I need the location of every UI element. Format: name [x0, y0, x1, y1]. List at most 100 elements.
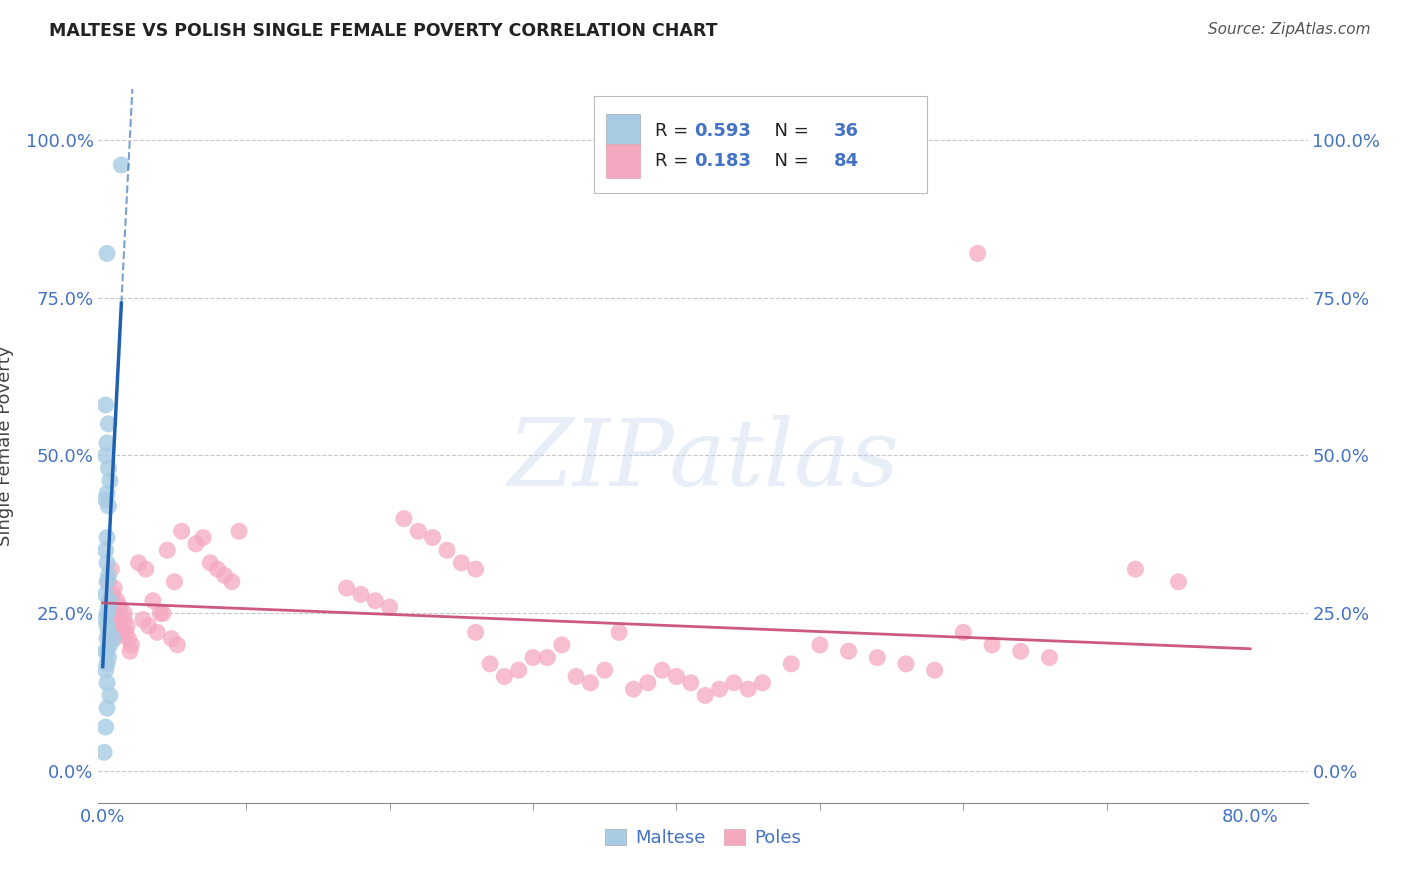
- Point: [112, 607, 135, 621]
- Point: [96, 701, 118, 715]
- Point: [207, 562, 229, 576]
- Point: [94, 587, 117, 601]
- Point: [450, 556, 472, 570]
- Point: [392, 511, 415, 525]
- Point: [94, 720, 117, 734]
- Point: [551, 638, 574, 652]
- Point: [103, 581, 125, 595]
- Point: [118, 644, 141, 658]
- Point: [184, 537, 207, 551]
- Y-axis label: Single Female Poverty: Single Female Poverty: [0, 346, 14, 546]
- Point: [97, 499, 120, 513]
- Point: [623, 682, 645, 697]
- Point: [101, 587, 124, 601]
- FancyBboxPatch shape: [606, 114, 640, 148]
- Point: [104, 607, 127, 621]
- Point: [838, 644, 860, 658]
- Point: [406, 524, 429, 539]
- Point: [98, 593, 121, 607]
- Point: [94, 663, 117, 677]
- Point: [97, 461, 120, 475]
- Point: [464, 562, 486, 576]
- Point: [866, 650, 889, 665]
- Text: N =: N =: [763, 122, 815, 140]
- Point: [96, 486, 118, 500]
- Point: [96, 657, 118, 671]
- Point: [132, 613, 155, 627]
- Point: [117, 632, 139, 646]
- Point: [105, 593, 128, 607]
- Point: [142, 593, 165, 607]
- Text: 84: 84: [834, 153, 859, 170]
- Point: [108, 619, 131, 633]
- Point: [565, 669, 588, 683]
- Point: [593, 663, 616, 677]
- FancyBboxPatch shape: [606, 145, 640, 178]
- Point: [138, 619, 160, 633]
- Point: [651, 663, 673, 677]
- Point: [508, 663, 530, 677]
- Point: [96, 556, 118, 570]
- Point: [737, 682, 759, 697]
- Point: [191, 531, 214, 545]
- Point: [94, 543, 117, 558]
- Point: [364, 593, 387, 607]
- Point: [952, 625, 974, 640]
- Point: [96, 644, 118, 658]
- Point: [228, 524, 250, 539]
- Point: [110, 158, 132, 172]
- Point: [1010, 644, 1032, 658]
- Point: [679, 675, 702, 690]
- Point: [335, 581, 357, 595]
- Point: [221, 574, 243, 589]
- Point: [97, 417, 120, 431]
- Point: [436, 543, 458, 558]
- Point: [146, 625, 169, 640]
- Text: 36: 36: [834, 122, 859, 140]
- Point: [94, 644, 117, 658]
- Point: [93, 745, 115, 759]
- Point: [1038, 650, 1060, 665]
- Point: [894, 657, 917, 671]
- Point: [114, 625, 136, 640]
- Point: [536, 650, 558, 665]
- Point: [665, 669, 688, 683]
- Point: [464, 625, 486, 640]
- Point: [780, 657, 803, 671]
- Point: [966, 246, 988, 260]
- Point: [96, 607, 118, 621]
- Point: [97, 600, 120, 615]
- Point: [108, 600, 131, 615]
- Point: [494, 669, 516, 683]
- Point: [522, 650, 544, 665]
- Text: Source: ZipAtlas.com: Source: ZipAtlas.com: [1208, 22, 1371, 37]
- Point: [981, 638, 1004, 652]
- Point: [160, 632, 183, 646]
- Point: [96, 632, 118, 646]
- Point: [149, 607, 172, 621]
- Point: [924, 663, 946, 677]
- Text: R =: R =: [655, 153, 693, 170]
- Point: [111, 625, 134, 640]
- Text: ZIPatlas: ZIPatlas: [508, 416, 898, 505]
- Point: [120, 638, 142, 652]
- Point: [163, 574, 186, 589]
- Text: R =: R =: [655, 122, 693, 140]
- Point: [94, 613, 117, 627]
- Point: [94, 398, 117, 412]
- Point: [96, 531, 118, 545]
- Point: [97, 574, 120, 589]
- Legend: Maltese, Poles: Maltese, Poles: [598, 822, 808, 855]
- Text: 0.183: 0.183: [695, 153, 752, 170]
- Point: [607, 625, 630, 640]
- Point: [637, 675, 659, 690]
- Point: [166, 638, 188, 652]
- Point: [422, 531, 444, 545]
- Point: [110, 625, 132, 640]
- Point: [128, 556, 150, 570]
- Point: [98, 638, 121, 652]
- Point: [98, 593, 121, 607]
- Text: 0.593: 0.593: [695, 122, 751, 140]
- Point: [96, 435, 118, 450]
- Point: [1125, 562, 1147, 576]
